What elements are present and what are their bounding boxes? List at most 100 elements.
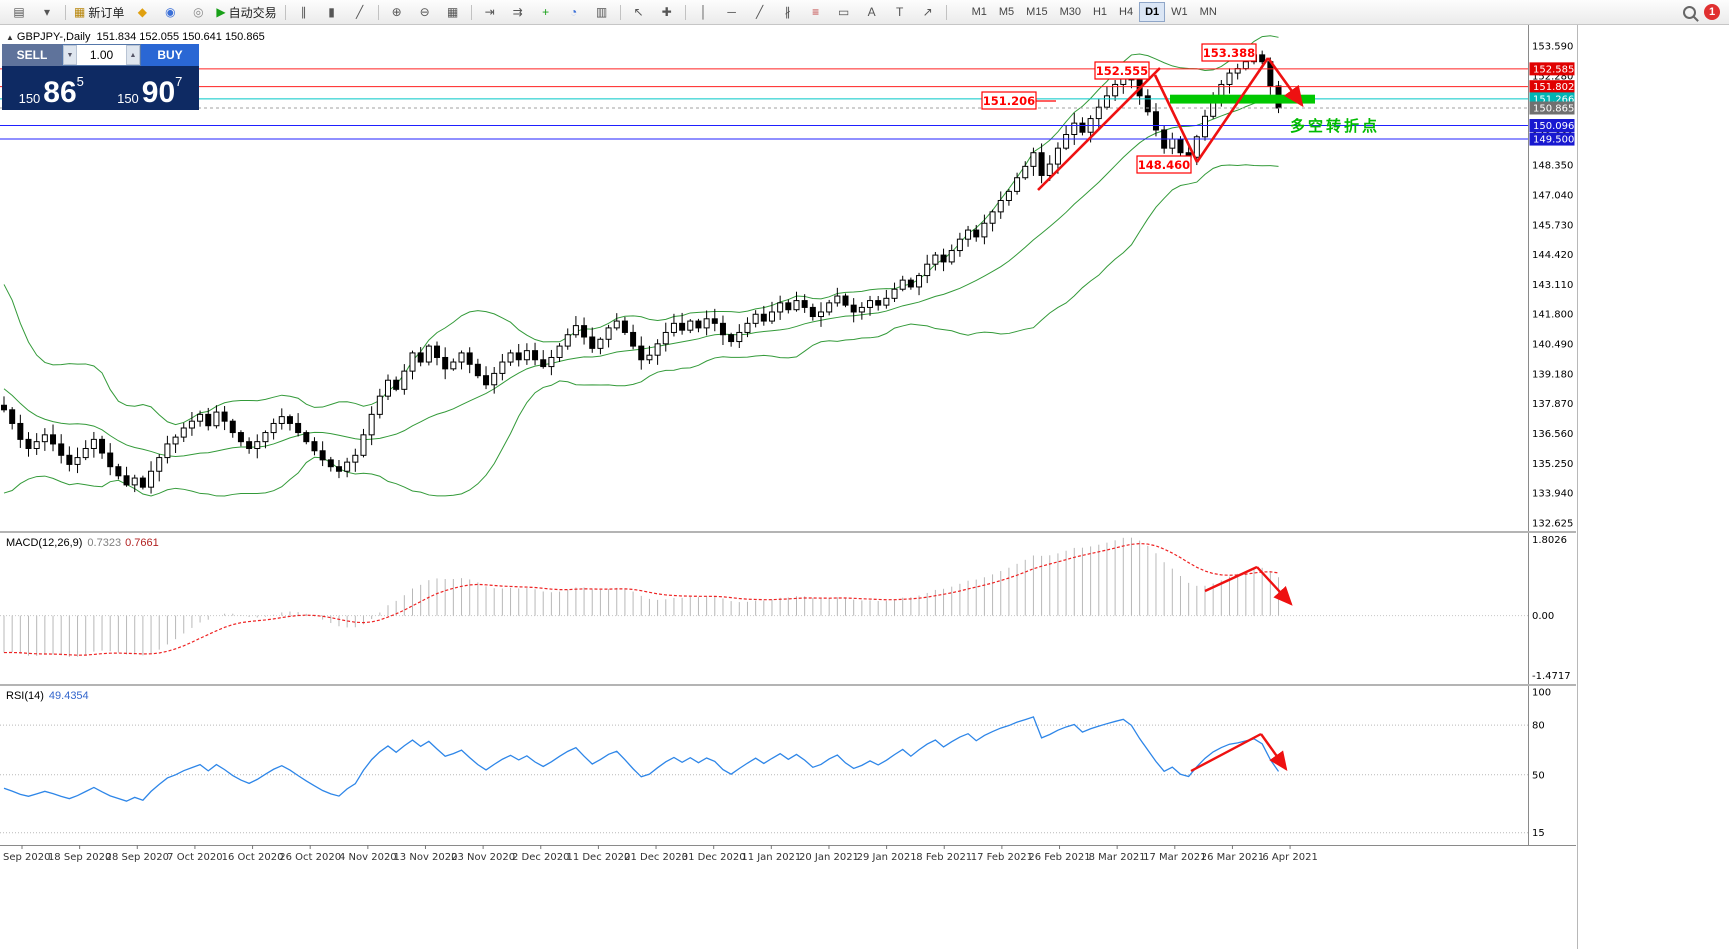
buy-price[interactable]: 150 90 7 <box>101 66 200 110</box>
cursor-button[interactable]: ↖ <box>625 1 653 23</box>
crosshair-button[interactable]: ✚ <box>653 1 681 23</box>
arrows-button[interactable]: ↗ <box>914 1 942 23</box>
trend-arrow[interactable] <box>1266 57 1304 108</box>
trend-arrow[interactable] <box>1260 733 1288 771</box>
trend-arrow[interactable] <box>1190 732 1262 773</box>
candle-body <box>376 395 383 415</box>
candle-body <box>466 352 473 365</box>
chart-properties-icon: ▥ <box>595 5 608 19</box>
new-order-button[interactable]: ▦ 新订单 <box>70 1 128 23</box>
candle-body <box>205 413 212 427</box>
annotation-box-text: 152.555 <box>1096 64 1148 78</box>
autotrading-icon: ▶ <box>216 5 226 19</box>
trend-arrow[interactable] <box>1037 67 1161 191</box>
terminal-button[interactable]: ◉ <box>156 1 184 23</box>
periods-button[interactable]: ◔ <box>560 1 588 23</box>
metaeditor-button[interactable]: ◆ <box>128 1 156 23</box>
support-zone-bar[interactable] <box>1170 94 1315 104</box>
candle-body <box>139 477 146 488</box>
pivot-point-text[interactable]: 多空转折点 <box>1290 117 1380 135</box>
label-button[interactable]: T <box>886 1 914 23</box>
candle-body <box>1030 152 1037 167</box>
timeframe-m15-button[interactable]: M15 <box>1026 6 1048 18</box>
rsi-pane[interactable]: 100 80 50 15 <box>0 686 1576 845</box>
channel-button[interactable]: ∦ <box>774 1 802 23</box>
candle-body <box>311 441 318 452</box>
lot-decrease-button[interactable]: ▼ <box>63 45 77 65</box>
trend-arrow[interactable] <box>1256 566 1293 606</box>
cursor-icon: ↖ <box>633 5 644 19</box>
trend-arrow[interactable] <box>1195 57 1270 163</box>
timeframe-m5-button[interactable]: M5 <box>998 6 1015 18</box>
autotrading-button[interactable]: ▶ 自动交易 <box>212 1 280 23</box>
lot-size-value[interactable]: 1.00 <box>89 48 114 62</box>
rsi-scale-label: 50 <box>1532 770 1545 781</box>
price-tick-label: 133.940 <box>1532 489 1573 500</box>
candle-body <box>1112 83 1119 97</box>
line-chart-button[interactable]: ╱ <box>346 1 374 23</box>
candle-body <box>442 356 449 370</box>
macd-pane[interactable]: 1.8026 0.00 -1.4717 <box>0 533 1576 684</box>
time-label: 17 Feb 2021 <box>971 852 1033 863</box>
trend-arrow[interactable] <box>1153 74 1199 163</box>
timeframe-mn-button[interactable]: MN <box>1199 6 1217 18</box>
price-tag-bg <box>1529 62 1575 76</box>
sell-button[interactable]: SELL <box>2 44 62 66</box>
price-tag-bg <box>1529 80 1575 94</box>
options-button[interactable]: ◎ <box>184 1 212 23</box>
candle-body <box>638 345 645 361</box>
timeframe-h1-button[interactable]: H1 <box>1092 6 1108 18</box>
candle-body <box>90 438 97 449</box>
macd-signal-value: 0.7661 <box>125 537 159 549</box>
price-annotation-box[interactable]: 152.555 <box>1094 61 1150 80</box>
timeframe-d1-button[interactable]: D1 <box>1139 2 1166 22</box>
candle-body <box>981 222 988 238</box>
candle-body <box>107 452 114 468</box>
candle-body <box>728 334 735 343</box>
notification-badge[interactable]: 1 <box>1704 4 1720 20</box>
price-annotation-box[interactable]: 151.206 <box>981 91 1056 110</box>
bar-chart-button[interactable]: ∥ <box>290 1 318 23</box>
tile-windows-button[interactable]: ▦ <box>439 1 467 23</box>
price-chart[interactable]: 153.388 152.555 151.206 148.460 多空转折点 153.590… <box>0 25 1576 531</box>
price-annotation-box[interactable]: 148.460 <box>1136 155 1192 174</box>
buy-button[interactable]: BUY <box>141 44 199 66</box>
time-label: 23 Nov 2020 <box>451 852 515 863</box>
timeframe-h4-button[interactable]: H4 <box>1119 6 1134 18</box>
timeframe-m30-button[interactable]: M30 <box>1059 6 1081 18</box>
candle-body <box>703 318 710 329</box>
horizontal-line-button[interactable]: ─ <box>718 1 746 23</box>
lot-increase-button[interactable]: ▲ <box>126 45 140 65</box>
chart-properties-button[interactable]: ▥ <box>588 1 616 23</box>
pane-divider[interactable] <box>0 531 1576 533</box>
auto-scroll-icon: ⇉ <box>512 5 523 19</box>
candle-body <box>989 211 996 224</box>
candle-body <box>581 325 588 338</box>
fibonacci-button[interactable]: ≡ <box>802 1 830 23</box>
text-button[interactable]: A <box>858 1 886 23</box>
zoom-in-button[interactable]: ⊕ <box>383 1 411 23</box>
price-annotation-box[interactable]: 153.388 <box>1201 43 1257 62</box>
sell-price[interactable]: 150 86 5 <box>2 66 101 110</box>
candle-body <box>9 409 16 424</box>
add-indicator-button[interactable]: + <box>532 1 560 23</box>
vertical-line-button[interactable]: │ <box>690 1 718 23</box>
auto-scroll-button[interactable]: ⇉ <box>504 1 532 23</box>
candle-body <box>270 422 277 434</box>
candle-body <box>956 238 963 252</box>
trend-arrow[interactable] <box>1204 565 1258 593</box>
new-chart-button[interactable]: ▤ <box>5 1 33 23</box>
candle-body <box>131 477 138 486</box>
pane-divider[interactable] <box>0 684 1576 686</box>
search-icon[interactable] <box>1683 5 1696 19</box>
shapes-button[interactable]: ▭ <box>830 1 858 23</box>
chart-profiles-button[interactable]: ▾ <box>33 1 61 23</box>
zoom-out-button[interactable]: ⊖ <box>411 1 439 23</box>
chart-shift-button[interactable]: ⇥ <box>476 1 504 23</box>
candlestick-chart-button[interactable]: ▮ <box>318 1 346 23</box>
trendline-button[interactable]: ╱ <box>746 1 774 23</box>
timeframe-w1-button[interactable]: W1 <box>1171 6 1188 18</box>
timeframe-m1-button[interactable]: M1 <box>971 6 987 18</box>
time-label: 31 Dec 2020 <box>682 852 746 863</box>
